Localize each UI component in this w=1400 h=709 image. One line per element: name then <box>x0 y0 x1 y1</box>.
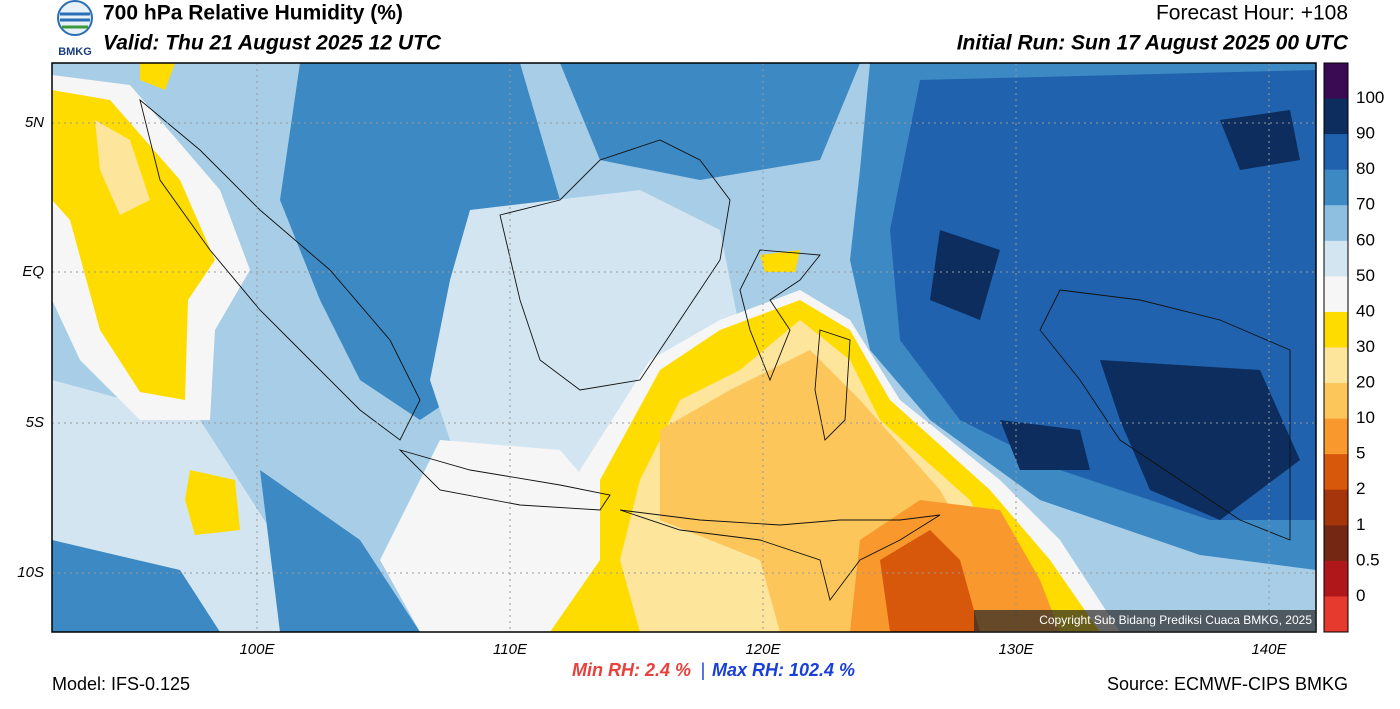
lon-label: 120E <box>745 641 781 658</box>
colorbar-swatch <box>1324 383 1348 420</box>
colorbar-label: 40 <box>1356 301 1375 320</box>
colorbar-label: 100 <box>1356 88 1384 107</box>
colorbar-swatch <box>1324 240 1348 277</box>
logo: BMKG <box>57 0 93 58</box>
colorbar-swatch <box>1324 560 1348 597</box>
colorbar-label: 5 <box>1356 444 1365 463</box>
lat-label: 10S <box>17 564 44 581</box>
colorbar-swatch <box>1324 454 1348 491</box>
colorbar: 100 90 80 70 60 50 40 30 20 10 5 2 1 0.5 0 <box>1323 62 1384 633</box>
colorbar-swatch <box>1324 311 1348 348</box>
lat-label: 5N <box>25 114 44 131</box>
source: Source: ECMWF-CIPS BMKG <box>1107 674 1348 694</box>
colorbar-swatch <box>1324 276 1348 313</box>
colorbar-swatch <box>1324 98 1348 135</box>
lon-label: 140E <box>1251 641 1287 658</box>
lat-label: EQ <box>22 263 44 280</box>
copyright: Copyright Sub Bidang Prediksi Cuaca BMKG… <box>1039 613 1312 627</box>
colorbar-label: 10 <box>1356 408 1375 427</box>
colorbar-label: 80 <box>1356 159 1375 178</box>
model: Model: IFS-0.125 <box>52 674 190 694</box>
valid-time: Valid: Thu 21 August 2025 12 UTC <box>103 32 442 55</box>
lon-label: 100E <box>239 641 275 658</box>
colorbar-swatch <box>1324 347 1348 384</box>
colorbar-label: 0 <box>1356 586 1365 605</box>
lon-label: 110E <box>493 641 528 658</box>
colorbar-label: 30 <box>1356 337 1375 356</box>
min-rh: Min RH: 2.4 % <box>572 660 691 680</box>
rh-map <box>52 63 1316 632</box>
lon-label: 130E <box>998 641 1034 658</box>
graticule <box>52 63 1316 632</box>
forecast-hour: Forecast Hour: +108 <box>1156 2 1348 25</box>
initial-run: Initial Run: Sun 17 August 2025 00 UTC <box>957 32 1349 55</box>
colorbar-swatch <box>1324 418 1348 455</box>
colorbar-swatch <box>1324 525 1348 562</box>
colorbar-label: 90 <box>1356 124 1375 143</box>
colorbar-label: 20 <box>1356 373 1375 392</box>
colorbar-label: 60 <box>1356 230 1375 249</box>
max-rh: Max RH: 102.4 % <box>712 660 855 680</box>
colorbar-swatch <box>1324 169 1348 206</box>
colorbar-swatch <box>1324 489 1348 526</box>
logo-text: BMKG <box>58 46 92 58</box>
colorbar-label: 1 <box>1356 515 1365 534</box>
colorbar-frame <box>1323 62 1349 633</box>
coastlines <box>139 98 1291 602</box>
map-frame <box>51 62 1317 633</box>
title: 700 hPa Relative Humidity (%) <box>103 2 403 25</box>
colorbar-swatch <box>1324 134 1348 171</box>
copyright-box <box>974 610 1316 632</box>
colorbar-label: 2 <box>1356 479 1365 498</box>
lat-label: 5S <box>26 414 44 431</box>
separator: | <box>701 660 706 680</box>
colorbar-label: 0.5 <box>1356 550 1380 569</box>
colorbar-label: 50 <box>1356 266 1375 285</box>
colorbar-swatch <box>1324 596 1348 633</box>
colorbar-swatch <box>1324 205 1348 242</box>
colorbar-swatch <box>1324 63 1348 100</box>
colorbar-label: 70 <box>1356 195 1375 214</box>
